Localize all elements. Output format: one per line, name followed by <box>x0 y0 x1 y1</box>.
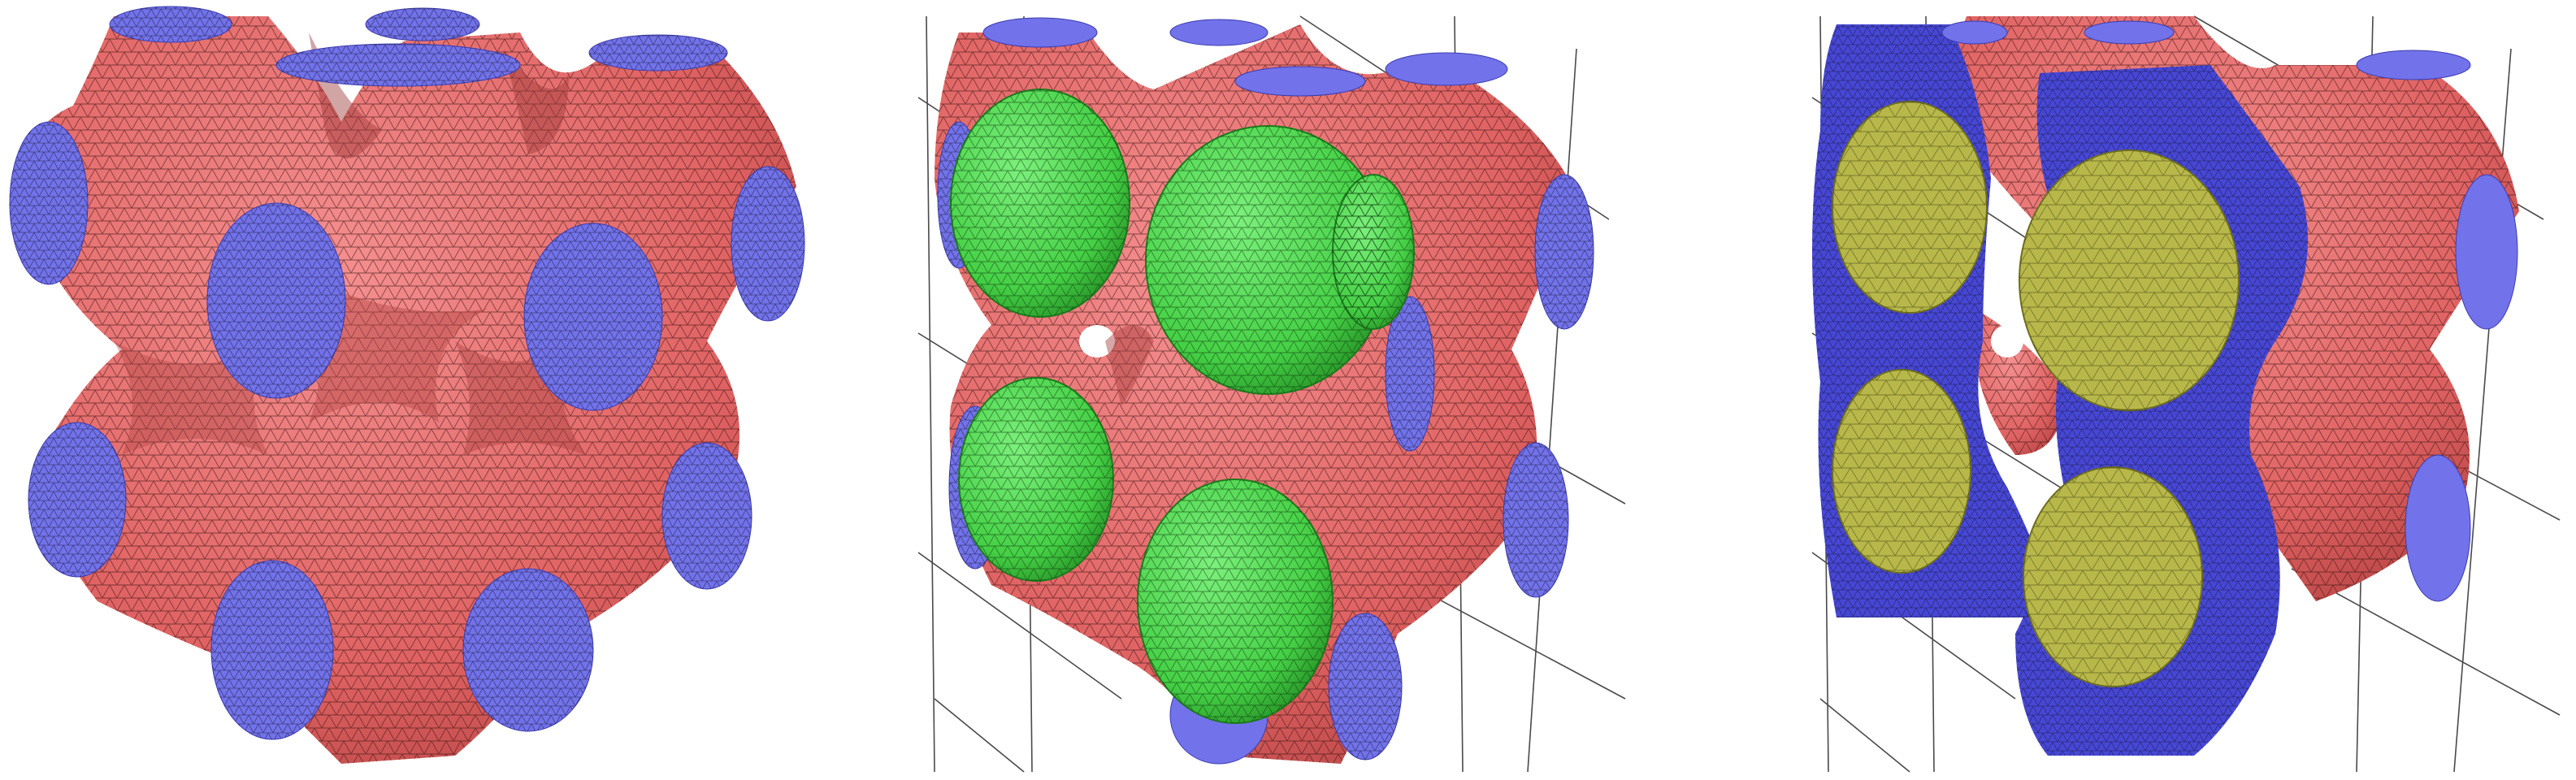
panel-b-surface-with-inclusions <box>917 15 1626 773</box>
panel-a-surface <box>23 16 796 764</box>
panel-a-gyroid-surface <box>9 6 805 764</box>
panel-b-inclusions-mesh <box>951 89 1414 723</box>
panel-c-cross-section <box>1811 15 2561 773</box>
panel-c-inclusion-sections-mesh <box>1832 102 2239 687</box>
panel-a-cut-faces-mesh <box>10 6 804 739</box>
panel-c-cut-faces <box>1941 20 2518 602</box>
